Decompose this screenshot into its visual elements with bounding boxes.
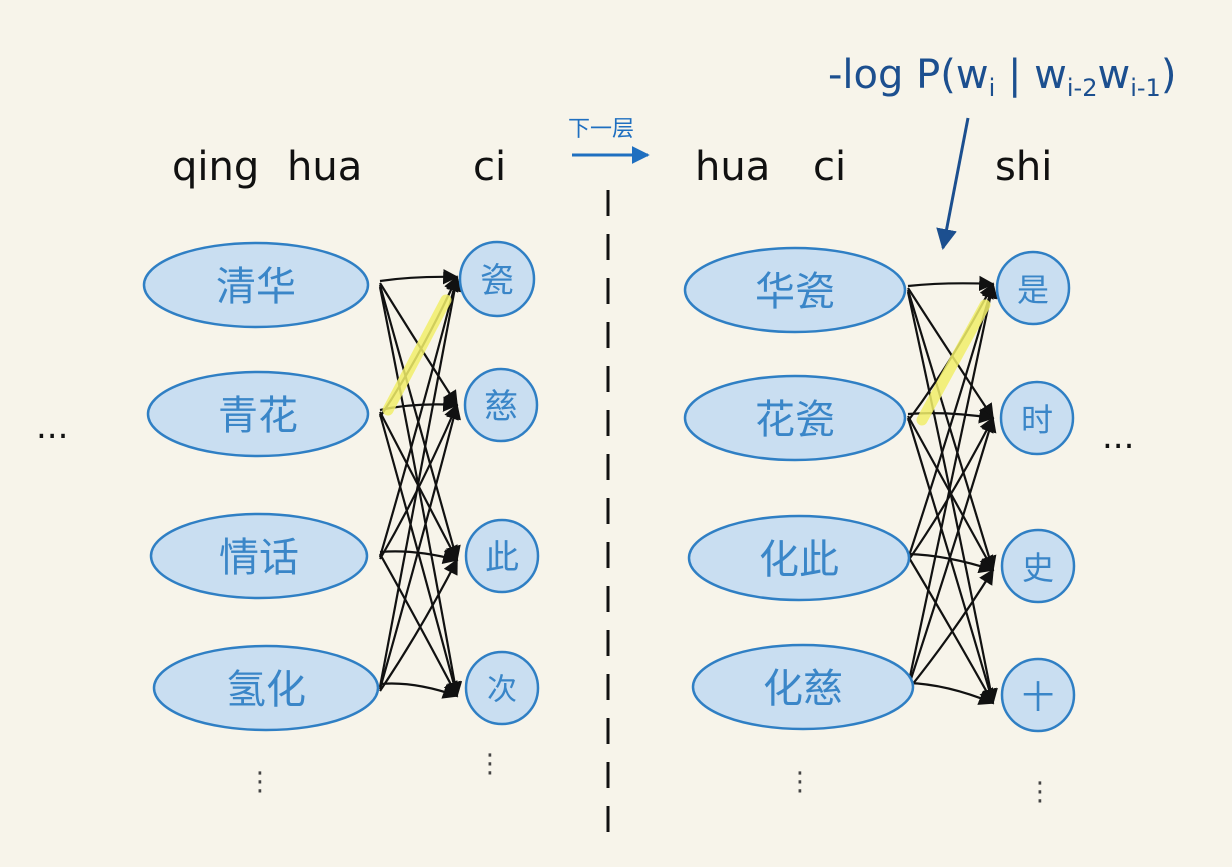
svg-text:次: 次 <box>487 673 517 708</box>
right-pinyin-ci: ci <box>813 144 846 190</box>
right-edge-3-3 <box>907 552 995 574</box>
left-edge-4-3 <box>379 558 458 692</box>
svg-text:华瓷: 华瓷 <box>755 269 835 315</box>
left-edge-4-1 <box>378 275 462 688</box>
left-ellipsis: ... <box>36 407 68 447</box>
right-prev-more: ⋮ <box>787 767 813 797</box>
left-cur-node-3: 此 <box>464 518 540 594</box>
right-pinyin-shi: shi <box>995 144 1052 190</box>
left-edge-bundle <box>378 268 463 699</box>
formula-pointer-arrow <box>936 117 970 251</box>
left-edge-4-2 <box>378 403 461 690</box>
left-edge-3-4 <box>379 553 458 698</box>
svg-text:化此: 化此 <box>759 537 839 583</box>
right-edge-1-3 <box>906 289 997 572</box>
svg-text:史: 史 <box>1022 549 1054 587</box>
left-prev-more: ⋮ <box>247 767 273 797</box>
next-layer-label: 下一层 <box>568 117 634 142</box>
left-prev-node-2: 青花 <box>146 370 370 458</box>
right-pinyin-hua: hua <box>695 144 770 190</box>
svg-text:花瓷: 花瓷 <box>755 397 835 443</box>
right-prev-node-4: 化慈 <box>691 643 915 731</box>
svg-text:慈: 慈 <box>484 387 518 427</box>
right-edge-3-4 <box>907 555 994 705</box>
right-edge-4-1 <box>906 282 998 687</box>
right-cur-node-2: 时 <box>999 380 1075 456</box>
right-edge-1-2 <box>907 287 994 420</box>
svg-text:是: 是 <box>1017 271 1049 309</box>
left-cur-node-4: 次 <box>464 650 540 726</box>
left-prev-node-1: 清华 <box>142 241 370 329</box>
left-edge-4-4 <box>379 682 459 699</box>
right-ellipsis: ... <box>1102 417 1134 457</box>
left-edge-3-2 <box>379 403 459 560</box>
right-prev-node-1: 华瓷 <box>683 246 907 334</box>
left-cur-node-1: 瓷 <box>458 240 536 318</box>
svg-text:情话: 情话 <box>219 535 299 581</box>
svg-text:氢化: 氢化 <box>226 667 306 713</box>
svg-text:瓷: 瓷 <box>480 261 514 301</box>
left-edge-3-1 <box>378 275 461 558</box>
left-prev-node-3: 情话 <box>149 512 369 600</box>
svg-text:化慈: 化慈 <box>763 666 843 712</box>
right-edge-4-4 <box>907 681 995 705</box>
left-pinyin-hua: hua <box>287 144 362 190</box>
right-cur-more: ⋮ <box>1027 777 1053 807</box>
right-prev-node-2: 花瓷 <box>683 374 907 462</box>
left-pinyin-qing: qing <box>172 144 259 190</box>
left-cur-more: ⋮ <box>477 749 503 779</box>
right-edge-bundle <box>906 275 998 705</box>
right-edge-4-2 <box>906 416 997 689</box>
left-edge-1-1 <box>379 268 459 285</box>
svg-text:此: 此 <box>485 538 519 578</box>
svg-text:清华: 清华 <box>216 264 296 310</box>
cost-formula: -log P(wi | wi-2wi-1) <box>828 52 1176 102</box>
left-pinyin-ci: ci <box>473 144 506 190</box>
right-cur-node-1: 是 <box>995 250 1071 326</box>
svg-text:十: 十 <box>1022 678 1054 716</box>
left-edge-2-4 <box>378 413 461 698</box>
right-cur-node-4: 十 <box>1000 657 1076 733</box>
right-edge-3-2 <box>907 416 994 562</box>
svg-text:时: 时 <box>1021 401 1053 439</box>
right-edge-1-4 <box>906 291 998 705</box>
right-prev-node-3: 化此 <box>687 514 911 602</box>
left-best-path-highlight <box>382 294 452 416</box>
left-cur-node-2: 慈 <box>463 367 539 443</box>
right-edge-1-1 <box>907 275 995 292</box>
left-edge-3-3 <box>379 549 459 564</box>
left-edge-1-4 <box>378 286 463 698</box>
left-prev-node-4: 氢化 <box>152 644 380 732</box>
right-best-path-highlight <box>916 299 991 426</box>
right-cur-node-3: 史 <box>1000 528 1076 604</box>
svg-text:青花: 青花 <box>218 393 298 439</box>
right-edge-4-3 <box>907 568 994 691</box>
